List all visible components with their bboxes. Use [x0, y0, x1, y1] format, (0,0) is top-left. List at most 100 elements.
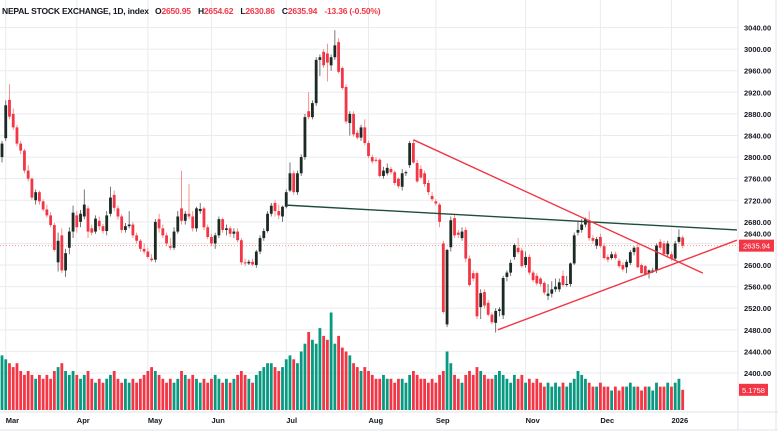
volume-bar — [221, 382, 225, 410]
volume-bar — [322, 335, 326, 410]
candle — [262, 231, 266, 239]
volume-bar — [415, 374, 419, 410]
volume-bar — [535, 378, 539, 410]
candle — [56, 240, 60, 263]
candle — [60, 235, 64, 271]
candle — [378, 159, 382, 176]
candle — [273, 202, 277, 212]
volume-bar — [329, 312, 333, 410]
candle — [471, 273, 475, 279]
volume-bar — [202, 378, 206, 410]
candle — [269, 205, 273, 214]
candle — [419, 168, 423, 178]
candle — [187, 213, 191, 217]
volume-bar — [15, 363, 19, 410]
volume-bar — [393, 382, 397, 410]
volume-bar — [284, 359, 288, 410]
candle — [572, 235, 576, 264]
volume-bar — [120, 382, 124, 410]
candle — [344, 86, 348, 122]
volume-bar — [468, 371, 471, 410]
candle — [490, 314, 494, 323]
candle — [198, 208, 202, 212]
candle — [41, 201, 45, 210]
candle — [232, 231, 236, 234]
candle — [38, 192, 41, 202]
candle — [670, 254, 673, 259]
volume-bar — [258, 371, 262, 410]
x-tick-label: 2026 — [671, 416, 688, 425]
candle — [445, 249, 449, 325]
candle — [112, 194, 116, 208]
candle — [636, 247, 640, 268]
volume-bar — [643, 386, 647, 410]
candle — [105, 215, 109, 232]
close-label: C — [281, 6, 288, 16]
volume-bar — [441, 371, 445, 410]
candle — [52, 225, 56, 250]
volume-bar — [453, 374, 456, 410]
volume-bar — [4, 359, 8, 410]
volume-bar — [531, 382, 535, 410]
volume-bar — [565, 386, 569, 410]
candle — [79, 213, 82, 222]
volume-bar — [546, 382, 550, 410]
y-tick-label: 2600.00 — [744, 261, 771, 270]
candle — [393, 172, 397, 183]
candle — [613, 254, 617, 259]
green-trendline[interactable] — [286, 204, 737, 231]
volume-bar — [67, 374, 71, 410]
candle — [314, 59, 318, 104]
candle — [34, 192, 38, 201]
red-trendline[interactable] — [413, 139, 704, 274]
volume-bar — [382, 374, 385, 410]
candle — [277, 211, 281, 216]
candle — [449, 220, 453, 248]
volume-bar — [26, 371, 30, 410]
volume-bar — [512, 374, 516, 410]
volume-bar — [602, 386, 606, 410]
candle — [206, 227, 210, 237]
candle — [296, 173, 299, 193]
volume-bar — [138, 378, 142, 410]
candle — [19, 143, 23, 151]
volume-bar — [662, 386, 666, 410]
volume-bar — [400, 378, 404, 410]
symbol-legend: NEPAL STOCK EXCHANGE, 1D, index O2650.95… — [2, 6, 385, 16]
volume-bar — [183, 374, 187, 410]
candle — [135, 235, 139, 241]
volume-bar — [584, 378, 587, 410]
candle — [483, 292, 486, 306]
candle — [251, 261, 254, 265]
volume-bar — [307, 332, 311, 410]
candle — [367, 143, 370, 157]
candle — [90, 228, 94, 233]
candle — [382, 170, 385, 176]
red-trendline[interactable] — [497, 239, 738, 331]
volume-bar — [168, 378, 172, 410]
volume-bar — [494, 374, 498, 410]
volume-bar — [314, 343, 318, 410]
volume-bar — [557, 386, 561, 410]
y-tick-label: 2400.00 — [744, 369, 771, 378]
y-tick-label: 2640.00 — [744, 230, 771, 239]
volume-bar — [8, 363, 11, 410]
x-tick-label: Sep — [436, 416, 450, 425]
volume-bar — [595, 386, 599, 410]
candle — [550, 289, 554, 294]
volume-bar — [625, 386, 628, 410]
volume-bar — [225, 378, 228, 410]
volume-bar — [483, 374, 486, 410]
volume-bar — [370, 374, 374, 410]
volume-bar — [344, 351, 348, 410]
candle — [142, 248, 146, 252]
candle — [243, 262, 247, 264]
volume-bar — [146, 371, 150, 410]
candle — [340, 68, 344, 88]
volume-bar — [621, 386, 625, 410]
volume-bar — [49, 378, 53, 410]
volume-bar — [434, 382, 438, 410]
candle — [561, 275, 565, 286]
volume-bar — [195, 378, 198, 410]
